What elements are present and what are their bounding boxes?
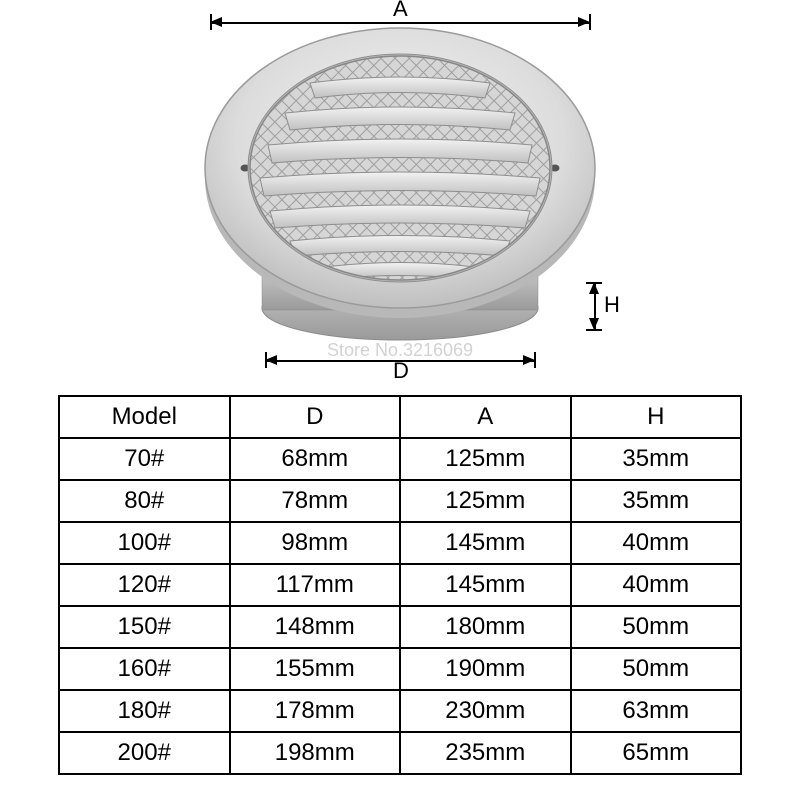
table-row: 100#98mm145mm40mm	[59, 522, 741, 564]
table-cell: 100#	[59, 522, 230, 564]
table-cell: 63mm	[571, 690, 742, 732]
table-cell: 148mm	[230, 606, 401, 648]
table-cell: 70#	[59, 438, 230, 480]
table-cell: 35mm	[571, 438, 742, 480]
table-cell: 178mm	[230, 690, 401, 732]
table-header-h: H	[571, 396, 742, 438]
table-cell: 150#	[59, 606, 230, 648]
table-cell: 160#	[59, 648, 230, 690]
table-cell: 180#	[59, 690, 230, 732]
table-cell: 117mm	[230, 564, 401, 606]
table-cell: 78mm	[230, 480, 401, 522]
table-cell: 190mm	[400, 648, 571, 690]
table-cell: 145mm	[400, 564, 571, 606]
table-row: 150#148mm180mm50mm	[59, 606, 741, 648]
table-row: 160#155mm190mm50mm	[59, 648, 741, 690]
table-cell: 125mm	[400, 438, 571, 480]
table-cell: 50mm	[571, 648, 742, 690]
dimension-diagram: A D H	[0, 0, 800, 385]
spec-table: ModelDAH 70#68mm125mm35mm80#78mm125mm35m…	[58, 395, 742, 775]
table-row: 200#198mm235mm65mm	[59, 732, 741, 774]
table-cell: 200#	[59, 732, 230, 774]
table-header-a: A	[400, 396, 571, 438]
dim-A-label: A	[393, 0, 408, 22]
table-row: 70#68mm125mm35mm	[59, 438, 741, 480]
table-cell: 198mm	[230, 732, 401, 774]
table-cell: 40mm	[571, 522, 742, 564]
table-cell: 180mm	[400, 606, 571, 648]
table-row: 80#78mm125mm35mm	[59, 480, 741, 522]
table-row: 180#178mm230mm63mm	[59, 690, 741, 732]
table-row: 120#117mm145mm40mm	[59, 564, 741, 606]
table-cell: 50mm	[571, 606, 742, 648]
table-cell: 80#	[59, 480, 230, 522]
table-cell: 155mm	[230, 648, 401, 690]
vent-grille-illustration	[190, 23, 610, 363]
table-header-model: Model	[59, 396, 230, 438]
table-cell: 65mm	[571, 732, 742, 774]
table-cell: 145mm	[400, 522, 571, 564]
table-cell: 230mm	[400, 690, 571, 732]
spec-table-container: ModelDAH 70#68mm125mm35mm80#78mm125mm35m…	[58, 395, 742, 775]
table-cell: 40mm	[571, 564, 742, 606]
table-cell: 235mm	[400, 732, 571, 774]
table-cell: 35mm	[571, 480, 742, 522]
table-cell: 125mm	[400, 480, 571, 522]
table-cell: 68mm	[230, 438, 401, 480]
table-header-d: D	[230, 396, 401, 438]
table-cell: 120#	[59, 564, 230, 606]
table-cell: 98mm	[230, 522, 401, 564]
